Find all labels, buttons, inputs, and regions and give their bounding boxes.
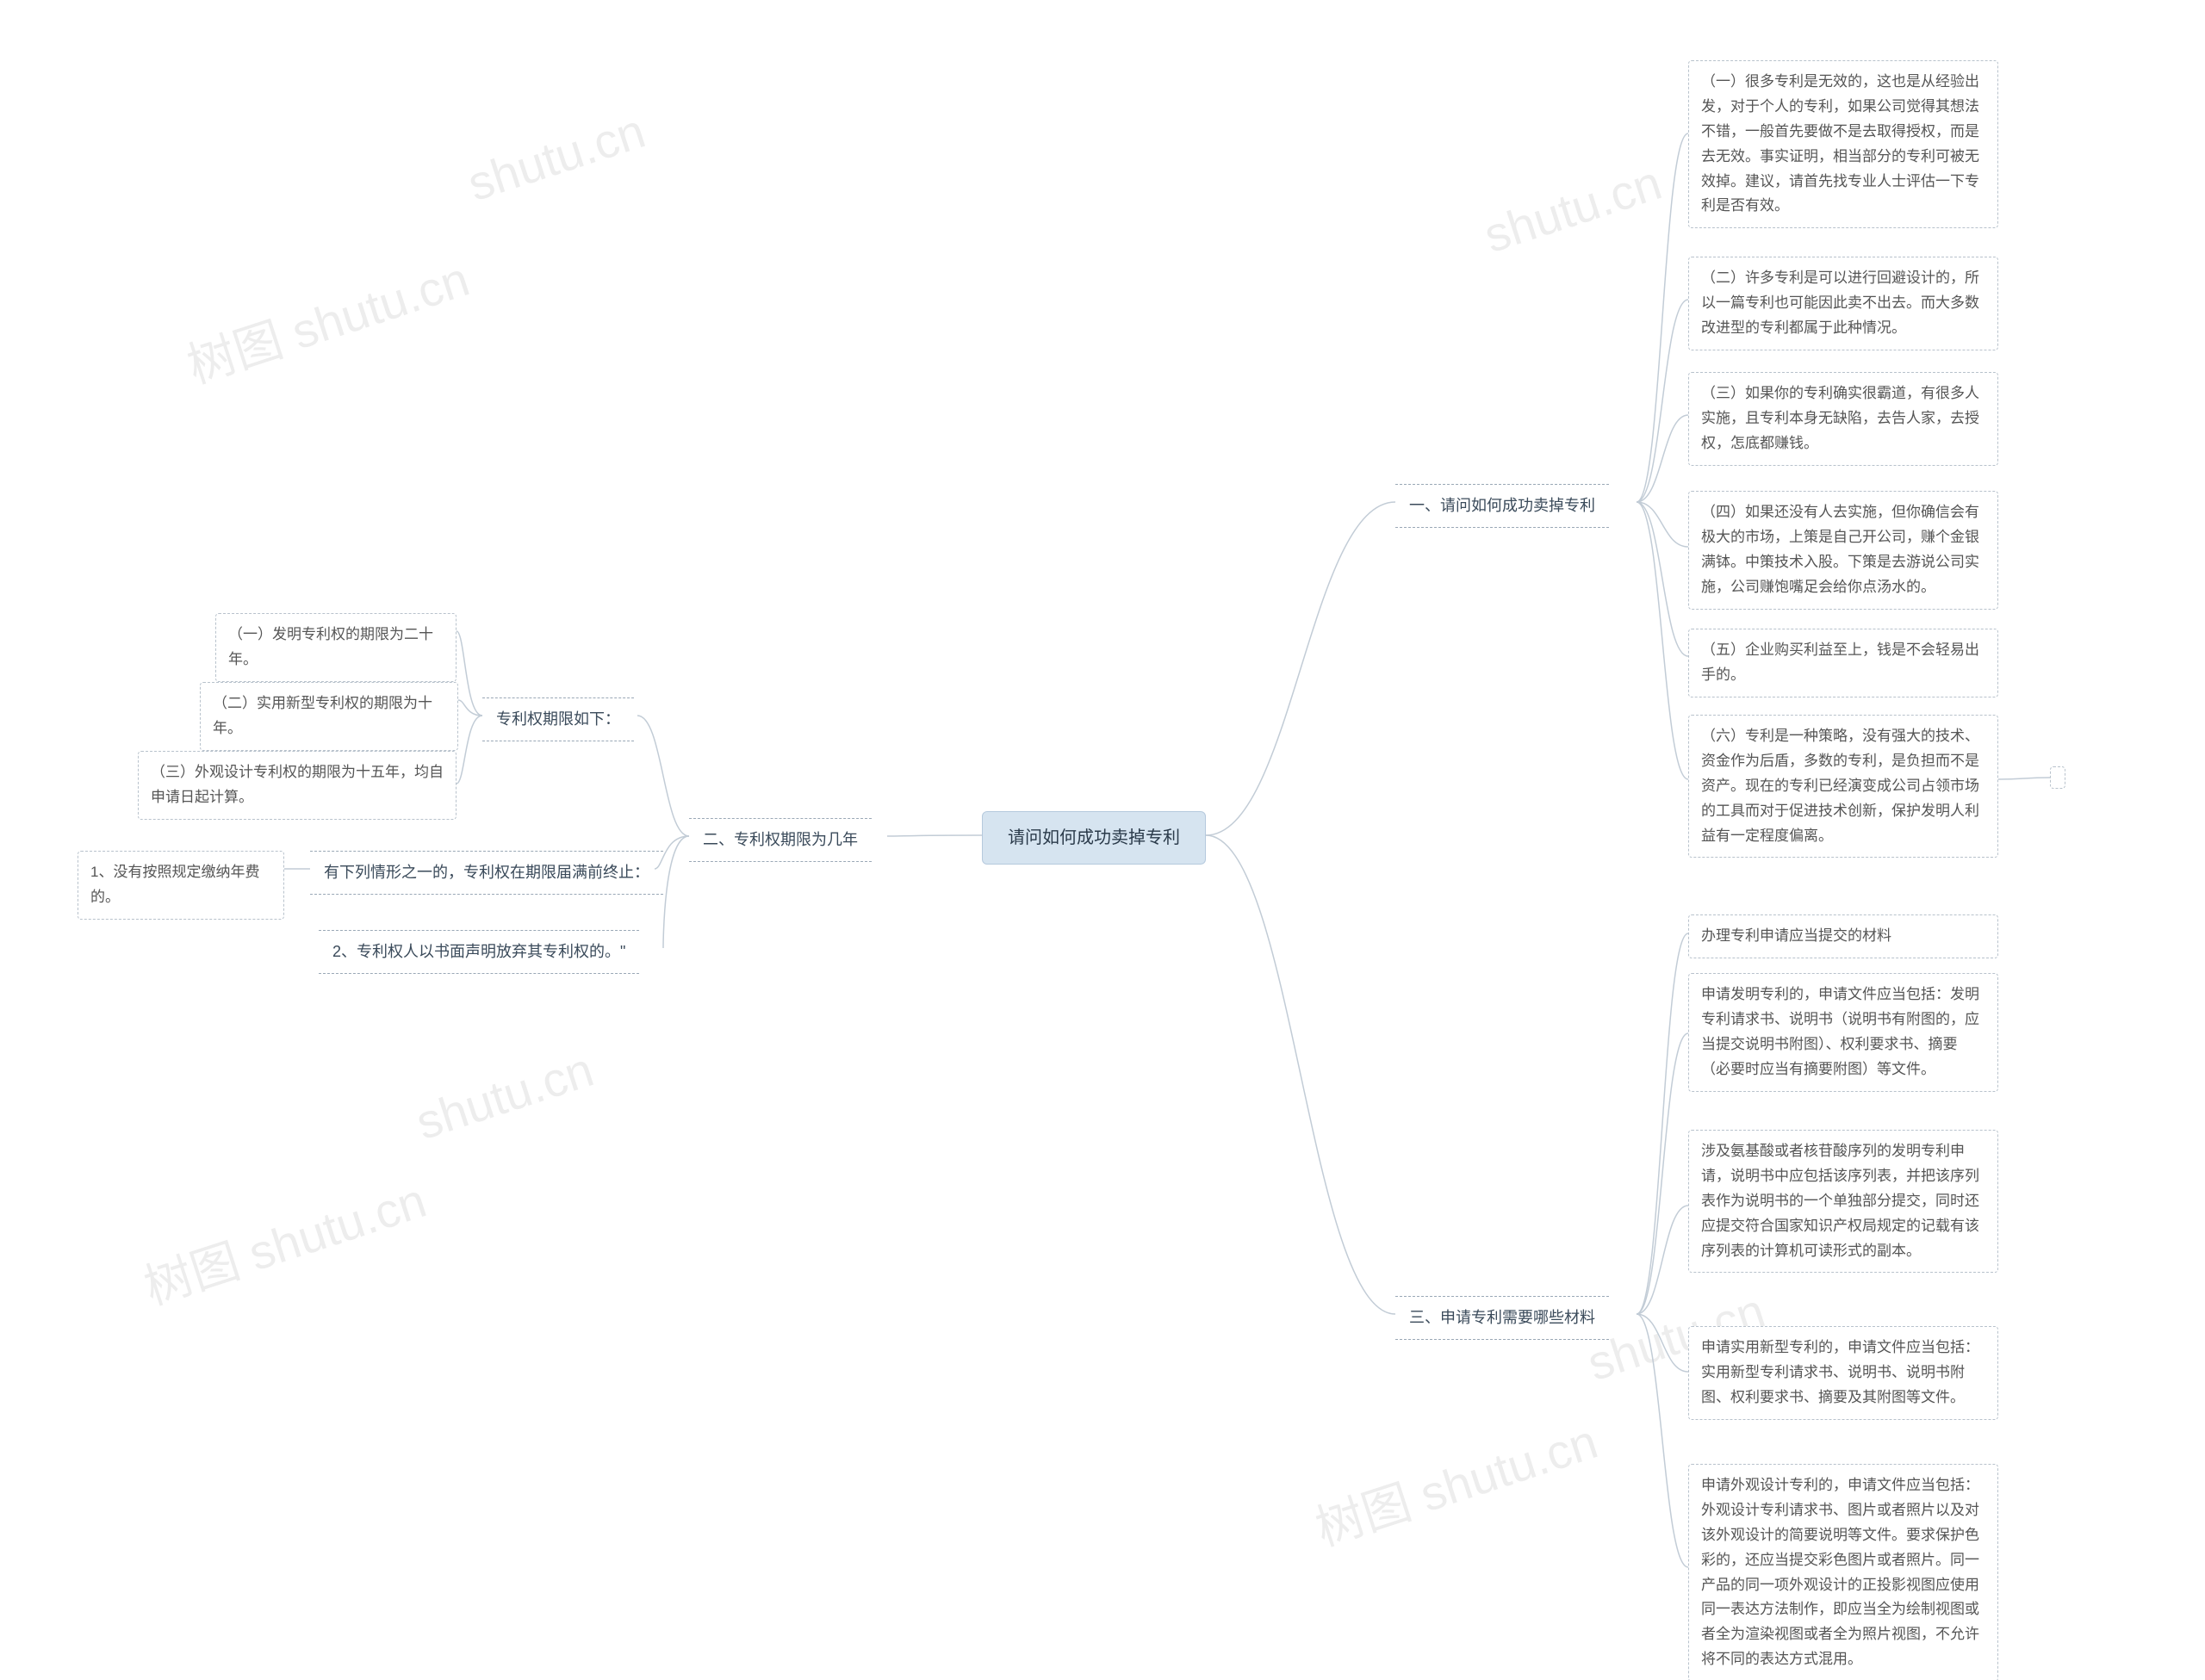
leaf-b1-4[interactable]: （四）如果还没有人去实施，但你确信会有极大的市场，上策是自己开公司，赚个金银满钵… xyxy=(1688,491,1998,610)
leaf-b3-4[interactable]: 申请实用新型专利的，申请文件应当包括：实用新型专利请求书、说明书、说明书附图、权… xyxy=(1688,1326,1998,1420)
branch-patent-term[interactable]: 二、专利权期限为几年 xyxy=(689,818,872,862)
watermark: shutu.cn xyxy=(1477,154,1668,263)
watermark: 树图 shutu.cn xyxy=(177,241,477,398)
leaf-b3-2[interactable]: 申请发明专利的，申请文件应当包括：发明专利请求书、说明书（说明书有附图的，应当提… xyxy=(1688,973,1998,1092)
branch-application-materials[interactable]: 三、申请专利需要哪些材料 xyxy=(1395,1296,1609,1340)
branch-sell-patent[interactable]: 一、请问如何成功卖掉专利 xyxy=(1395,484,1609,528)
watermark: shutu.cn xyxy=(409,1041,599,1150)
leaf-b1-1[interactable]: （一）很多专利是无效的，这也是从经验出发，对于个人的专利，如果公司觉得其想法不错… xyxy=(1688,60,1998,228)
watermark: 树图 shutu.cn xyxy=(1306,1404,1606,1560)
leaf-b3-3[interactable]: 涉及氨基酸或者核苷酸序列的发明专利申请，说明书中应包括该序列表，并把该序列表作为… xyxy=(1688,1130,1998,1273)
branch-abandon-statement[interactable]: 2、专利权人以书面声明放弃其专利权的。" xyxy=(319,930,639,974)
leaf-b3-5[interactable]: 申请外观设计专利的，申请文件应当包括：外观设计专利请求书、图片或者照片以及对该外… xyxy=(1688,1464,1998,1680)
mindmap-root[interactable]: 请问如何成功卖掉专利 xyxy=(982,811,1206,865)
leaf-b2a-2[interactable]: （二）实用新型专利权的期限为十年。 xyxy=(200,682,458,751)
watermark: 树图 shutu.cn xyxy=(134,1162,434,1319)
watermark: shutu.cn xyxy=(461,102,651,212)
leaf-b1-5[interactable]: （五）企业购买利益至上，钱是不会轻易出手的。 xyxy=(1688,629,1998,697)
branch-termination-cases[interactable]: 有下列情形之一的，专利权在期限届满前终止： xyxy=(310,851,663,895)
leaf-b1-6-ext[interactable] xyxy=(2050,766,2065,789)
leaf-b2b-1[interactable]: 1、没有按照规定缴纳年费的。 xyxy=(78,851,284,920)
leaf-b2a-1[interactable]: （一）发明专利权的期限为二十年。 xyxy=(215,613,457,682)
leaf-b2a-3[interactable]: （三）外观设计专利权的期限为十五年，均自申请日起计算。 xyxy=(138,751,457,820)
leaf-b3-1[interactable]: 办理专利申请应当提交的材料 xyxy=(1688,914,1998,958)
leaf-b1-2[interactable]: （二）许多专利是可以进行回避设计的，所以一篇专利也可能因此卖不出去。而大多数改进… xyxy=(1688,257,1998,350)
branch-term-list[interactable]: 专利权期限如下： xyxy=(482,697,634,741)
leaf-b1-6[interactable]: （六）专利是一种策略，没有强大的技术、资金作为后盾，多数的专利，是负担而不是资产… xyxy=(1688,715,1998,858)
leaf-b1-3[interactable]: （三）如果你的专利确实很霸道，有很多人实施，且专利本身无缺陷，去告人家，去授权，… xyxy=(1688,372,1998,466)
